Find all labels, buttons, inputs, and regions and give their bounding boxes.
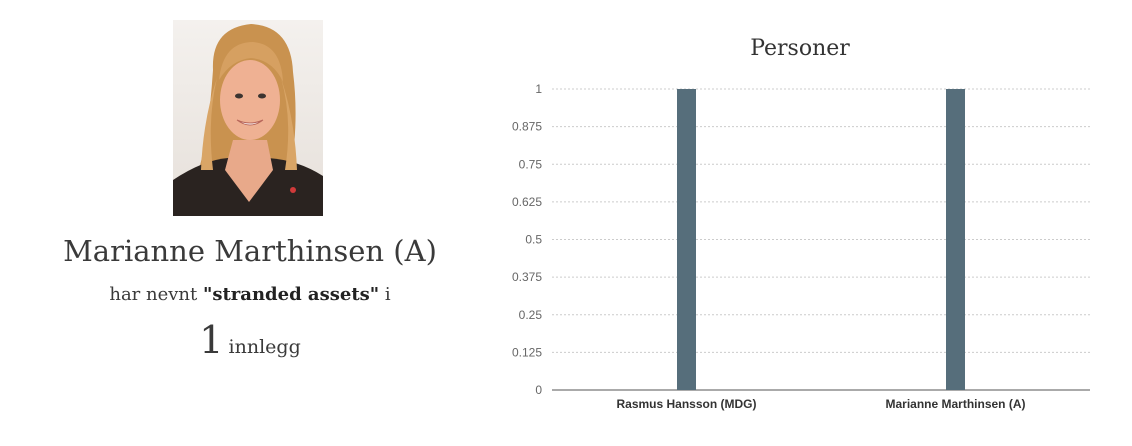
post-count-line: 1 innlegg bbox=[40, 318, 460, 362]
y-tick-label: 0.75 bbox=[519, 157, 543, 171]
x-category-label: Marianne Marthinsen (A) bbox=[885, 397, 1025, 411]
y-tick-label: 0.5 bbox=[525, 233, 542, 247]
post-count: 1 bbox=[199, 318, 224, 362]
x-category-label: Rasmus Hansson (MDG) bbox=[616, 397, 756, 411]
y-tick-label: 0.25 bbox=[519, 308, 543, 322]
bar bbox=[946, 89, 965, 390]
y-tick-label: 0.375 bbox=[512, 270, 542, 284]
bar bbox=[677, 89, 696, 390]
persons-chart: Personer 0 0.125 0.25 0.375 0.5 0.625 0.75 0.87… bbox=[480, 0, 1120, 446]
portrait-image bbox=[173, 20, 323, 216]
mention-prefix: har nevnt bbox=[109, 284, 203, 305]
chart-title: Personer bbox=[750, 36, 850, 61]
mention-text: har nevnt "stranded assets" i bbox=[40, 284, 460, 305]
y-tick-label: 0 bbox=[535, 383, 542, 397]
politician-photo bbox=[173, 20, 323, 216]
y-tick-label: 0.625 bbox=[512, 195, 542, 209]
post-count-unit: innlegg bbox=[228, 336, 301, 358]
bar-chart-svg: 0 0.125 0.25 0.375 0.5 0.625 0.75 0.875 1 Rasmus … bbox=[512, 82, 1090, 411]
politician-name: Marianne Marthinsen (A) bbox=[63, 234, 437, 268]
politician-profile: Marianne Marthinsen (A) har nevnt "stran… bbox=[40, 0, 460, 446]
y-tick-label: 0.875 bbox=[512, 120, 542, 134]
mention-suffix: i bbox=[379, 284, 391, 305]
search-term: "stranded assets" bbox=[202, 284, 380, 305]
y-tick-label: 1 bbox=[535, 82, 542, 96]
y-tick-label: 0.125 bbox=[512, 345, 542, 359]
